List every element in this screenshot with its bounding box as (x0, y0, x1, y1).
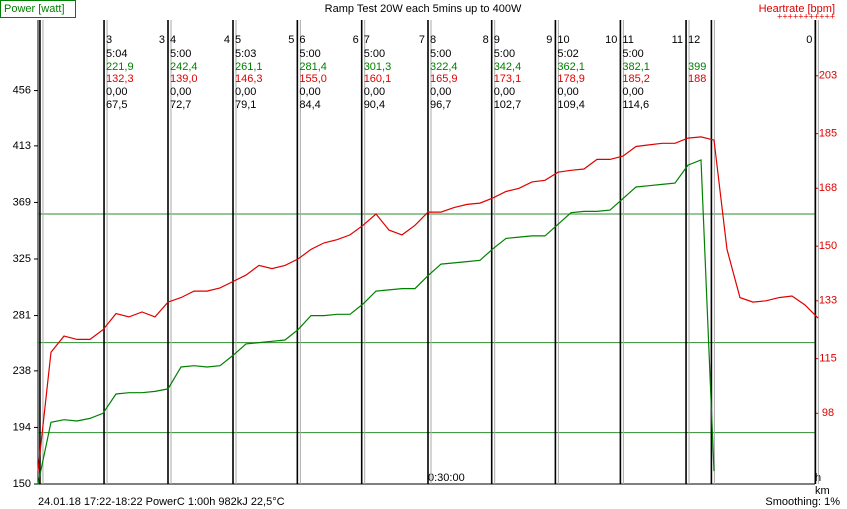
lap-power: 399 (688, 61, 706, 73)
lap-label: 10 (557, 34, 569, 46)
lap-label: 8 (430, 34, 436, 46)
lap-label: 11 (622, 34, 633, 46)
lap-label: 12 (688, 34, 700, 46)
lap-duration: 5:00 (494, 48, 515, 60)
lap-power: 322,4 (430, 61, 458, 73)
lap-power: 221,9 (106, 61, 134, 73)
lap-power: 242,4 (170, 61, 198, 73)
lap-distance: 109,4 (557, 99, 585, 111)
lap-duration: 5:00 (299, 48, 320, 60)
lap-distance: 114,6 (622, 99, 649, 111)
lap-duration: 5:04 (106, 48, 127, 60)
lap-end-label: 3 (159, 34, 165, 46)
lap-label: 7 (364, 34, 370, 46)
lap-label: 5 (235, 34, 241, 46)
y-tick-label: 413 (13, 140, 31, 152)
y-tick-label: 456 (13, 84, 31, 96)
lap-duration: 5:00 (430, 48, 451, 60)
lap-power: 281,4 (299, 61, 327, 73)
lap-end-label: 4 (224, 34, 230, 46)
y2-label-marks: +++++++++++ (777, 11, 835, 21)
lap-power: 362,1 (557, 61, 585, 73)
lap-end-label: 5 (288, 34, 294, 46)
lap-end-label: 11 (672, 34, 683, 46)
x-unit-bottom: km (815, 485, 830, 497)
lap-speed: 0,00 (106, 86, 127, 98)
lap-heartrate: 185,2 (622, 73, 650, 85)
lap-speed: 0,00 (430, 86, 451, 98)
lap-distance: 84,4 (299, 99, 320, 111)
lap-speed: 0,00 (494, 86, 515, 98)
lap-speed: 0,00 (235, 86, 256, 98)
y-axis-label: Power [watt] (4, 3, 65, 15)
lap-power: 382,1 (622, 61, 650, 73)
y2-tick-label: 203 (819, 70, 837, 82)
x-tick-label: 0:30:00 (428, 472, 465, 484)
y2-tick-label: 98 (822, 407, 834, 419)
lap-power: 342,4 (494, 61, 522, 73)
lap-label: 3 (106, 34, 112, 46)
lap-heartrate: 139,0 (170, 73, 198, 85)
lap-distance: 96,7 (430, 99, 451, 111)
lap-power: 261,1 (235, 61, 263, 73)
y-tick-label: 369 (13, 196, 31, 208)
lap-speed: 0,00 (170, 86, 191, 98)
series-line (37, 159, 715, 485)
lap-label: 9 (494, 34, 500, 46)
lap-duration: 5:00 (170, 48, 191, 60)
lap-distance: 79,1 (235, 99, 256, 111)
footer-right: Smoothing: 1% (765, 496, 840, 508)
lap-distance: 90,4 (364, 99, 385, 111)
lap-end-label: 8 (483, 34, 489, 46)
chart-title: Ramp Test 20W each 5mins up to 400W (325, 3, 522, 15)
lap-label: 6 (299, 34, 305, 46)
lap-duration: 5:03 (235, 48, 256, 60)
lap-heartrate: 173,1 (494, 73, 522, 85)
series-line (37, 136, 819, 472)
lap-duration: 5:00 (364, 48, 385, 60)
y2-tick-label: 115 (819, 353, 837, 365)
lap-duration: 5:02 (557, 48, 578, 60)
y-tick-label: 281 (13, 309, 31, 321)
lap-end-label: 6 (353, 34, 359, 46)
y-label-box (0, 0, 76, 18)
y-tick-label: 238 (13, 365, 31, 377)
lap-end-label: 0 (806, 34, 812, 46)
y2-axis-label: Heartrate [bpm] (759, 3, 835, 15)
lap-speed: 0,00 (364, 86, 385, 98)
lap-heartrate: 155,0 (299, 73, 327, 85)
lap-distance: 72,7 (170, 99, 191, 111)
lap-speed: 0,00 (299, 86, 320, 98)
y2-tick-label: 185 (819, 128, 837, 140)
lap-distance: 67,5 (106, 99, 127, 111)
y-tick-label: 325 (13, 253, 31, 265)
y2-tick-label: 168 (819, 182, 837, 194)
lap-heartrate: 160,1 (364, 73, 392, 85)
y-tick-label: 150 (13, 478, 31, 490)
y-tick-label: 194 (13, 421, 31, 433)
lap-power: 301,3 (364, 61, 392, 73)
footer-left: 24.01.18 17:22-18:22 PowerC 1:00h 982kJ … (38, 496, 285, 508)
lap-heartrate: 178,9 (557, 73, 585, 85)
lap-end-label: 10 (605, 34, 617, 46)
lap-heartrate: 146,3 (235, 73, 263, 85)
lap-heartrate: 132,3 (106, 73, 134, 85)
lap-end-label: 7 (419, 34, 425, 46)
lap-label: 4 (170, 34, 176, 46)
y2-tick-label: 150 (819, 240, 837, 252)
y2-tick-label: 133 (819, 295, 837, 307)
lap-distance: 102,7 (494, 99, 522, 111)
lap-duration: 5:00 (622, 48, 643, 60)
lap-heartrate: 165,9 (430, 73, 458, 85)
lap-heartrate: 188 (688, 73, 706, 85)
lap-speed: 0,00 (557, 86, 578, 98)
lap-end-label: 9 (546, 34, 552, 46)
lap-speed: 0,00 (622, 86, 643, 98)
